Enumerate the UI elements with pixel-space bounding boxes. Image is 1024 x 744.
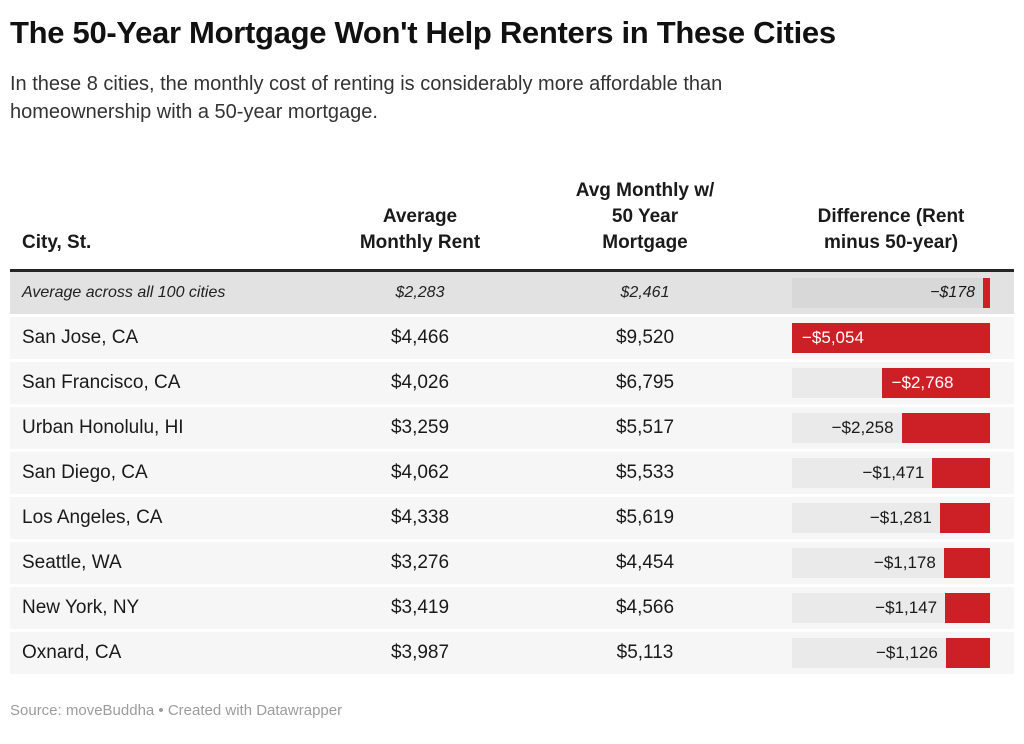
difference-bar-track: −$2,258 [792,413,990,443]
difference-bar [983,278,990,308]
difference-bar-track: −$1,471 [792,458,990,488]
mortgage-cell: $5,619 [615,507,675,528]
difference-bar [939,503,990,533]
rent-cell: $4,466 [390,327,450,348]
difference-bar [932,458,990,488]
rent-cell: $4,338 [390,507,450,528]
table-row: Los Angeles, CA $4,338 $5,619 −$1,281 [10,497,1014,539]
difference-label-outside: −$1,147 [875,598,938,617]
table-row: Urban Honolulu, HI $3,259 $5,517 −$2,258 [10,407,1014,449]
mortgage-cell: $5,113 [616,642,674,663]
header-city: City, St. [22,232,92,253]
difference-bar-track: −$1,281 [792,503,990,533]
city-cell: Seattle, WA [22,552,122,573]
difference-bar [945,593,990,623]
table-body: Average across all 100 cities $2,283 $2,… [10,272,1014,674]
mortgage-cell: $9,520 [615,327,675,348]
difference-bar [943,548,990,578]
difference-bar-track: −$5,054 [792,323,990,353]
difference-bar: −$5,054 [792,323,990,353]
chart-container: The 50-Year Mortgage Won't Help Renters … [10,15,1014,719]
table-row: Average across all 100 cities $2,283 $2,… [10,272,1014,314]
source-footer: Source: moveBuddha • Created with Datawr… [10,702,343,719]
table-row: San Jose, CA $4,466 $9,520 −$5,054 [10,317,1014,359]
rent-cell: $3,276 [390,552,450,573]
mortgage-cell: $5,517 [615,417,675,438]
difference-bar-track: −$1,126 [792,638,990,668]
difference-bar-track: −$1,147 [792,593,990,623]
difference-label-outside: −$178 [930,284,976,301]
rent-cell: $4,026 [390,372,450,393]
mortgage-cell: $2,461 [620,284,670,301]
mortgage-cell: $4,566 [615,597,675,618]
difference-bar-track: −$2,768 [792,368,990,398]
difference-label-outside: −$1,471 [862,463,925,482]
difference-label-outside: −$2,258 [831,418,894,437]
difference-label-outside: −$1,281 [869,508,932,527]
difference-label-outside: −$1,126 [875,643,938,662]
rent-cell: $3,987 [390,642,450,663]
city-cell: San Diego, CA [22,462,148,483]
city-cell: San Francisco, CA [22,372,181,393]
difference-label-inside: −$5,054 [802,328,864,347]
city-cell: San Jose, CA [22,327,139,348]
rent-cell: $3,419 [390,597,450,618]
header-rent: Average Monthly Rent [359,206,481,253]
difference-bar-track: −$178 [792,278,990,308]
difference-label-inside: −$2,768 [891,373,954,392]
rent-cell: $2,283 [395,284,445,301]
difference-label-outside: −$1,178 [873,553,936,572]
header-difference: Difference (Rent minus 50-year) [817,206,965,253]
mortgage-cell: $6,795 [615,372,675,393]
rent-cell: $4,062 [390,462,450,483]
city-cell: Average across all 100 cities [22,284,226,301]
chart-subtitle: In these 8 cities, the monthly cost of r… [10,73,723,123]
city-cell: Los Angeles, CA [22,507,163,528]
rent-cell: $3,259 [390,417,450,438]
difference-bar-track: −$1,178 [792,548,990,578]
table-row: Seattle, WA $3,276 $4,454 −$1,178 [10,542,1014,584]
city-cell: Urban Honolulu, HI [22,417,184,438]
table-row: San Francisco, CA $4,026 $6,795 −$2,768 [10,362,1014,404]
city-cell: New York, NY [22,597,140,618]
difference-bar [901,413,990,443]
difference-bar: −$2,768 [881,368,990,398]
city-cell: Oxnard, CA [22,642,122,663]
table-row: San Diego, CA $4,062 $5,533 −$1,471 [10,452,1014,494]
difference-bar [945,638,990,668]
mortgage-cell: $5,533 [615,462,675,483]
table-row: Oxnard, CA $3,987 $5,113 −$1,126 [10,632,1014,674]
mortgage-cell: $4,454 [615,552,675,573]
header-mortgage: Avg Monthly w/ 50 Year Mortgage [575,180,715,253]
table-row: New York, NY $3,419 $4,566 −$1,147 [10,587,1014,629]
chart-title: The 50-Year Mortgage Won't Help Renters … [10,15,836,50]
table-header: City, St. Average Monthly Rent Avg Month… [10,178,1014,272]
